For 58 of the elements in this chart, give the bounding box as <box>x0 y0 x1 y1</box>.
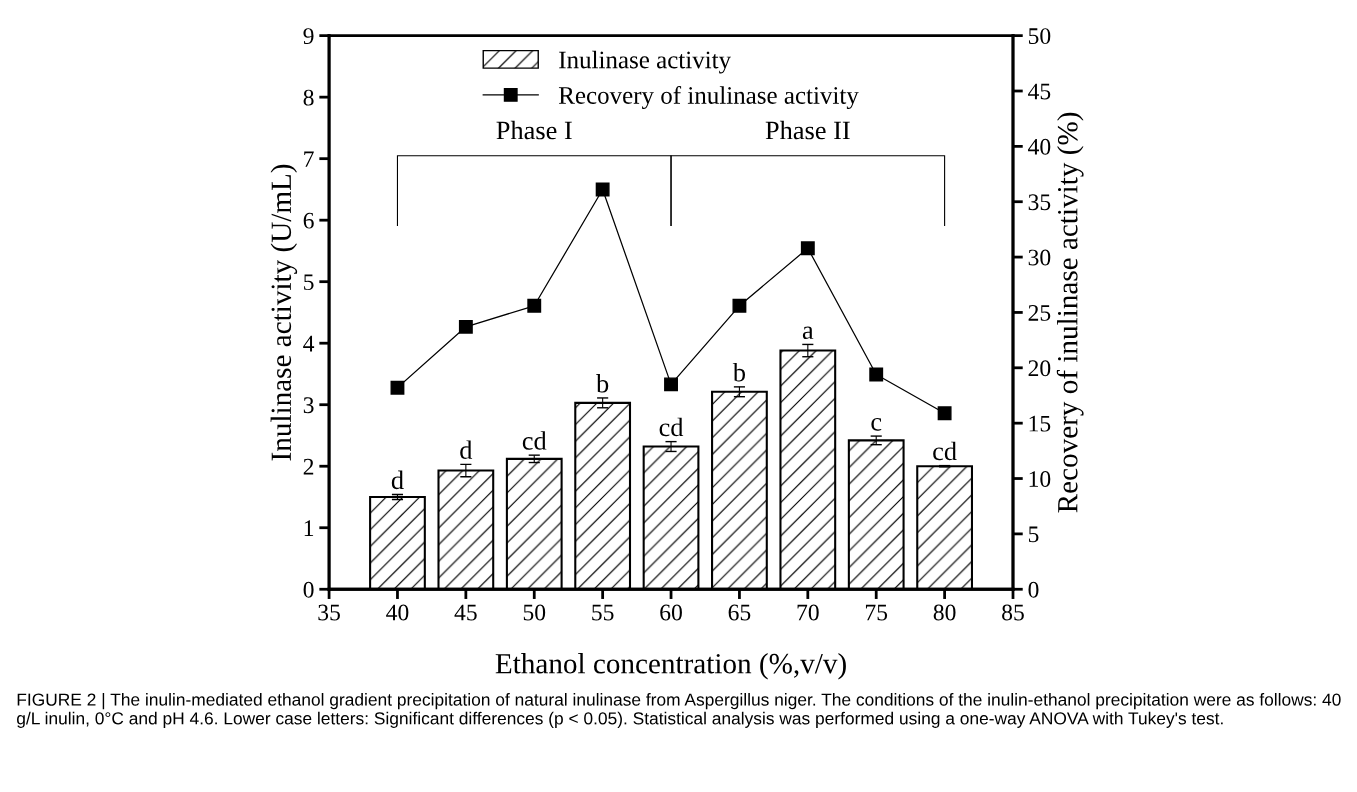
point <box>390 380 405 395</box>
x-tick-label: 85 <box>1002 604 1024 621</box>
x-tick-label: 60 <box>660 604 682 621</box>
y2-axis-title: Recovery of inulinase activity (%) <box>1056 112 1084 513</box>
annotation: a <box>802 326 814 340</box>
point <box>595 182 610 197</box>
annotation: b <box>596 374 609 393</box>
annotation: cd <box>933 441 957 461</box>
annotation: d <box>460 440 473 460</box>
annotation: cd <box>659 417 684 437</box>
x-tick-label: 50 <box>523 604 546 621</box>
y2-tick-label: 50 <box>1028 28 1051 45</box>
x-tick-label: 75 <box>865 604 888 621</box>
y-tick-label: 0 <box>303 581 314 598</box>
annotation: Phase I <box>496 120 572 140</box>
x-tick-label: 35 <box>318 604 340 621</box>
point <box>527 298 542 313</box>
x-tick-label: 65 <box>728 604 751 621</box>
legend-label: Inulinase activity <box>559 50 731 74</box>
y-axis-title: Inulinase activity (U/mL) <box>270 164 298 461</box>
y-tick-label: 2 <box>303 458 314 475</box>
y2-tick-label: 15 <box>1029 415 1051 432</box>
annotation: b <box>732 362 746 382</box>
point <box>800 241 815 256</box>
y2-tick-label: 10 <box>1029 471 1051 487</box>
caption: FIGURE 2 | The inulin-mediated ethanol gradient precipitation of natural inulinase from Aspergillus niger. The conditions of the inulin-ethanol precipitation were as follows: 40 g/L inulin, 0°C and pH 4.6. Lower case letters: Significant differences (p < 0.05). Statistical analysis was performed using a one-way ANOVA with Tukey's test. <box>17 693 1341 728</box>
y2-tick-label: 45 <box>1028 83 1051 100</box>
x-tick-label: 70 <box>797 604 819 621</box>
annotation: d <box>391 470 404 490</box>
y-tick-label: 1 <box>304 520 314 536</box>
point <box>869 367 884 382</box>
y2-tick-label: 25 <box>1028 305 1051 321</box>
legend-label: Recovery of inulinase activity <box>558 86 859 110</box>
x-tick-label: 55 <box>592 604 614 621</box>
point <box>664 377 678 392</box>
y-tick-label: 6 <box>303 212 314 229</box>
x-axis-title: Ethanol concentration (%,v/v) <box>495 653 846 680</box>
point <box>732 298 747 313</box>
annotation: Phase II <box>765 120 850 140</box>
y2-tick-label: 20 <box>1028 360 1051 377</box>
y-tick-label: 8 <box>303 89 314 106</box>
annotation: c <box>871 418 882 431</box>
annotation: cd <box>522 431 547 450</box>
y-tick-label: 3 <box>303 397 314 414</box>
y-tick-label: 9 <box>303 28 314 45</box>
y-tick-label: 4 <box>303 335 315 352</box>
y-tick-label: 5 <box>304 274 314 291</box>
y-tick-label: 7 <box>304 151 314 167</box>
y2-tick-label: 35 <box>1028 194 1051 211</box>
y2-tick-label: 30 <box>1028 249 1051 266</box>
y2-tick-label: 40 <box>1028 138 1051 155</box>
x-tick-label: 45 <box>454 604 477 621</box>
y2-tick-label: 0 <box>1028 581 1039 598</box>
x-tick-label: 80 <box>933 604 956 621</box>
x-tick-label: 40 <box>386 604 409 621</box>
point <box>937 406 952 421</box>
y2-tick-label: 5 <box>1028 526 1039 543</box>
point <box>458 319 473 334</box>
